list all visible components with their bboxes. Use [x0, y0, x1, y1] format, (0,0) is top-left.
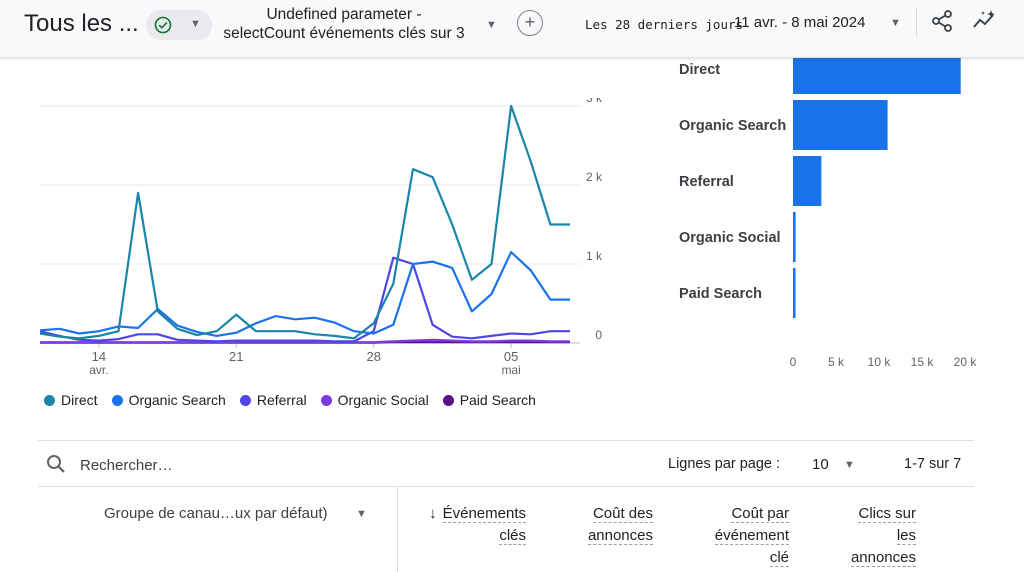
comparison-selector[interactable]: Undefined parameter - selectCount événem… — [206, 5, 482, 43]
x-tick-label: 10 k — [868, 355, 892, 369]
data-status-dropdown[interactable]: ▼ — [146, 10, 212, 40]
chevron-down-icon[interactable]: ▼ — [844, 459, 855, 471]
insights-icon[interactable] — [972, 9, 998, 33]
search-icon — [47, 455, 65, 473]
rows-per-page-label: Lignes par page : — [668, 456, 781, 472]
chevron-down-icon: ▼ — [190, 18, 201, 30]
y-tick-label: 0 — [595, 328, 602, 342]
header-divider — [916, 8, 917, 38]
comparison-line-1: Undefined parameter - — [266, 6, 422, 23]
series-line-direct[interactable] — [40, 104, 570, 340]
legend-label: Organic Social — [337, 392, 429, 408]
bar-chart: Direct Organic Search Referral Organic Soci… — [679, 58, 978, 369]
column-header-key-events[interactable]: ↓ Événements clés — [429, 505, 526, 545]
legend-item-direct[interactable]: Direct — [44, 392, 98, 408]
series-line-organic-social[interactable] — [40, 338, 570, 344]
legend-item-organic-search[interactable]: Organic Search — [111, 392, 226, 408]
chart-legend: Direct Organic Search Referral Organic Soci… — [44, 392, 536, 408]
column-divider — [397, 486, 398, 572]
chevron-down-icon[interactable]: ▼ — [890, 17, 901, 29]
legend-label: Paid Search — [459, 392, 536, 408]
x-tick-label: 5 k — [828, 355, 845, 369]
comparison-line-2: selectCount événements clés sur 3 — [223, 25, 465, 42]
bar-label: Referral — [679, 174, 734, 190]
report-header: Tous les ... ▼ Undefined parameter - sel… — [0, 0, 1024, 58]
legend-swatch — [239, 394, 251, 406]
x-tick-label: 21 — [229, 349, 243, 364]
legend-item-referral[interactable]: Referral — [239, 392, 307, 408]
legend-item-organic-social[interactable]: Organic Social — [320, 392, 429, 408]
chevron-down-icon[interactable]: ▼ — [356, 508, 367, 520]
legend-swatch — [44, 394, 55, 406]
legend-item-paid-search[interactable]: Paid Search — [442, 392, 536, 408]
x-tick-label: 15 k — [911, 355, 935, 369]
legend-label: Organic Search — [128, 392, 226, 408]
sort-descending-icon: ↓ — [429, 505, 437, 522]
legend-label: Direct — [61, 392, 98, 408]
x-tick-sublabel: mai — [501, 363, 520, 377]
y-tick-label: 1 k — [586, 249, 603, 263]
dimension-selector[interactable]: Groupe de canau…ux par défaut) — [104, 505, 328, 522]
bar-label: Organic Social — [679, 230, 781, 246]
legend-swatch — [320, 394, 332, 406]
column-header-cost-per-key-event[interactable]: Coût par événement clé — [714, 505, 789, 567]
page-count: 1-7 sur 7 — [904, 456, 962, 472]
bar-label: Paid Search — [679, 286, 762, 302]
x-tick-label: 20 k — [954, 355, 978, 369]
x-tick-label: 28 — [366, 349, 380, 364]
check-circle-icon — [154, 16, 172, 34]
y-tick-label: 3 k — [586, 98, 603, 105]
legend-label: Referral — [256, 392, 307, 408]
date-range-label[interactable]: Les 28 derniers jours — [585, 17, 744, 32]
column-header-ad-cost[interactable]: Coût des annonces — [587, 505, 653, 545]
series-line-organic-search[interactable] — [40, 251, 570, 337]
date-range-value[interactable]: 11 avr. - 8 mai 2024 — [734, 14, 866, 31]
bar-referral[interactable] — [793, 156, 822, 206]
rows-per-page-select[interactable]: 10 — [812, 456, 829, 473]
report-title[interactable]: Tous les ... — [24, 10, 139, 37]
x-tick-sublabel: avr. — [89, 363, 108, 377]
legend-swatch — [442, 394, 454, 406]
bar-organic-social[interactable] — [793, 212, 796, 262]
share-icon[interactable] — [930, 9, 954, 33]
column-header-ad-clicks[interactable]: Clics sur les annonces — [850, 505, 916, 567]
series-line-referral[interactable] — [40, 256, 570, 343]
x-tick-label: 05 — [504, 349, 518, 364]
add-comparison-button[interactable]: + — [517, 10, 543, 36]
bar-label: Direct — [679, 62, 720, 78]
bar-organic-search[interactable] — [793, 100, 888, 150]
table-divider — [38, 486, 974, 487]
bar-paid-search[interactable] — [793, 268, 796, 318]
bar-label: Organic Search — [679, 118, 786, 134]
x-tick-label: 14 — [92, 349, 106, 364]
y-tick-label: 2 k — [586, 170, 603, 184]
search-input[interactable] — [80, 454, 380, 476]
table-divider — [38, 440, 974, 441]
legend-swatch — [111, 394, 123, 406]
x-tick-label: 0 — [790, 355, 797, 369]
bar-direct[interactable] — [793, 58, 961, 94]
chevron-down-icon[interactable]: ▼ — [486, 19, 497, 31]
